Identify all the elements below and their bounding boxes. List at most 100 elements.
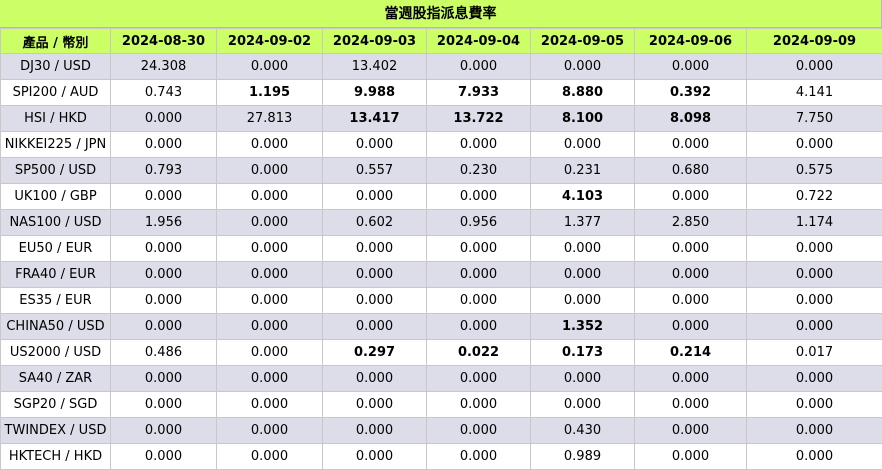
- rate-cell: 0.575: [747, 158, 882, 184]
- product-cell: ES35 / EUR: [1, 288, 111, 314]
- rate-cell: 0.000: [217, 236, 323, 262]
- rate-cell: 0.000: [635, 418, 747, 444]
- rate-cell: 0.000: [531, 288, 635, 314]
- rate-cell: 0.000: [111, 418, 217, 444]
- product-cell: TWINDEX / USD: [1, 418, 111, 444]
- header-date: 2024-09-09: [747, 29, 882, 54]
- header-date: 2024-09-03: [323, 29, 427, 54]
- header-date: 2024-08-30: [111, 29, 217, 54]
- rate-cell: 0.000: [111, 236, 217, 262]
- rate-cell: 0.486: [111, 340, 217, 366]
- rate-cell: 0.000: [635, 366, 747, 392]
- rate-cell: 0.000: [111, 132, 217, 158]
- rate-cell: 0.000: [217, 184, 323, 210]
- rate-cell: 0.000: [427, 54, 531, 80]
- rate-cell: 0.000: [217, 262, 323, 288]
- rate-cell: 0.000: [217, 288, 323, 314]
- rate-cell: 0.000: [635, 314, 747, 340]
- rate-cell: 0.430: [531, 418, 635, 444]
- rate-cell: 0.000: [747, 366, 882, 392]
- header-date: 2024-09-05: [531, 29, 635, 54]
- product-cell: HKTECH / HKD: [1, 444, 111, 470]
- product-cell: NAS100 / USD: [1, 210, 111, 236]
- rate-cell: 0.000: [531, 366, 635, 392]
- rate-cell: 0.000: [217, 392, 323, 418]
- rate-cell: 8.098: [635, 106, 747, 132]
- rate-cell: 0.000: [635, 262, 747, 288]
- rate-cell: 0.000: [323, 418, 427, 444]
- rate-cell: 0.000: [323, 132, 427, 158]
- rate-cell: 0.722: [747, 184, 882, 210]
- rate-cell: 0.000: [217, 210, 323, 236]
- rate-cell: 0.000: [635, 54, 747, 80]
- rate-cell: 0.000: [323, 184, 427, 210]
- rate-cell: 0.000: [635, 288, 747, 314]
- rate-cell: 0.000: [323, 366, 427, 392]
- rate-cell: 24.308: [111, 54, 217, 80]
- rate-cell: 0.000: [217, 418, 323, 444]
- rate-cell: 0.000: [323, 392, 427, 418]
- rate-cell: 7.933: [427, 80, 531, 106]
- rate-cell: 0.000: [635, 132, 747, 158]
- rate-cell: 0.230: [427, 158, 531, 184]
- rate-cell: 0.000: [427, 132, 531, 158]
- rate-cell: 0.000: [323, 236, 427, 262]
- rate-cell: 8.880: [531, 80, 635, 106]
- rate-cell: 1.352: [531, 314, 635, 340]
- rate-cell: 0.000: [531, 54, 635, 80]
- header-date: 2024-09-02: [217, 29, 323, 54]
- rate-cell: 0.017: [747, 340, 882, 366]
- rate-cell: 0.000: [111, 314, 217, 340]
- rate-cell: 0.000: [531, 236, 635, 262]
- rate-cell: 0.000: [427, 392, 531, 418]
- rate-cell: 0.392: [635, 80, 747, 106]
- rate-cell: 0.743: [111, 80, 217, 106]
- rate-cell: 0.000: [323, 314, 427, 340]
- product-cell: SP500 / USD: [1, 158, 111, 184]
- rate-cell: 0.680: [635, 158, 747, 184]
- rate-cell: 13.402: [323, 54, 427, 80]
- product-cell: US2000 / USD: [1, 340, 111, 366]
- dividend-rate-table: 產品 / 幣別 2024-08-30 2024-09-02 2024-09-03…: [0, 28, 882, 470]
- rate-cell: 0.000: [111, 444, 217, 470]
- rate-cell: 0.000: [427, 314, 531, 340]
- rate-cell: 0.000: [111, 106, 217, 132]
- rate-cell: 0.000: [427, 418, 531, 444]
- rate-cell: 0.000: [747, 444, 882, 470]
- rate-cell: 0.000: [531, 392, 635, 418]
- rate-cell: 0.000: [217, 54, 323, 80]
- product-cell: EU50 / EUR: [1, 236, 111, 262]
- rate-cell: 0.000: [531, 262, 635, 288]
- rate-cell: 0.793: [111, 158, 217, 184]
- product-cell: SPI200 / AUD: [1, 80, 111, 106]
- rate-cell: 0.000: [111, 392, 217, 418]
- rate-cell: 1.377: [531, 210, 635, 236]
- rate-cell: 0.000: [531, 132, 635, 158]
- rate-cell: 0.000: [427, 366, 531, 392]
- header-product: 產品 / 幣別: [1, 29, 111, 54]
- header-date: 2024-09-04: [427, 29, 531, 54]
- rate-cell: 0.214: [635, 340, 747, 366]
- rate-cell: 13.722: [427, 106, 531, 132]
- rate-cell: 0.000: [111, 288, 217, 314]
- rate-cell: 0.000: [111, 366, 217, 392]
- rate-cell: 1.174: [747, 210, 882, 236]
- table-header: 產品 / 幣別 2024-08-30 2024-09-02 2024-09-03…: [1, 29, 882, 54]
- rate-cell: 0.000: [747, 418, 882, 444]
- rate-cell: 2.850: [635, 210, 747, 236]
- rate-cell: 0.000: [217, 340, 323, 366]
- rate-cell: 7.750: [747, 106, 882, 132]
